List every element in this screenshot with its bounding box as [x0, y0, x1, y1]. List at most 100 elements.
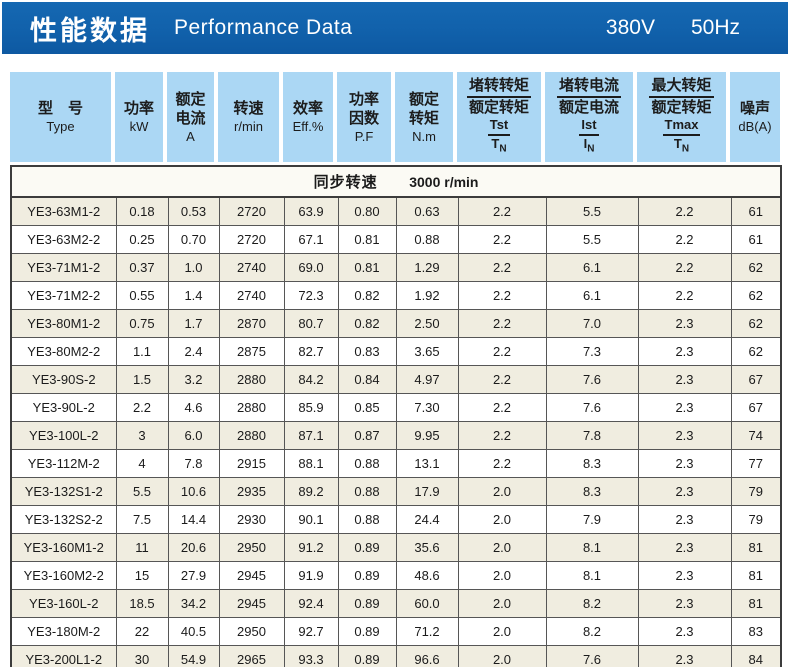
model-cell: YE3-200L1-2 [10, 645, 117, 667]
table-row: YE3-90L-2 2.2 4.6 2880 85.9 0.85 7.30 2.2 7.6 2.3… [10, 393, 782, 422]
value-cell: 2935 [218, 477, 285, 506]
value-cell: 2.2 [637, 253, 732, 282]
col-header-type: 型 号 Type [10, 72, 115, 162]
model-cell: YE3-100L-2 [10, 421, 117, 450]
value-cell: 7.6 [545, 365, 639, 394]
value-cell: 2.2 [457, 421, 547, 450]
value-cell: 0.63 [395, 196, 459, 226]
value-cell: 92.7 [283, 617, 339, 646]
value-cell: 2.2 [457, 309, 547, 338]
value-cell: 2720 [218, 196, 285, 226]
value-cell: 8.1 [545, 533, 639, 562]
page-title-en: Performance Data [174, 16, 353, 39]
col-header-max-torque-ratio: 最大转矩 额定转矩 Tmax TN [637, 72, 730, 162]
value-cell: 81 [730, 561, 782, 590]
col-header-rated-current: 额定 电流 A [167, 72, 218, 162]
model-cell: YE3-180M-2 [10, 617, 117, 646]
value-cell: 2.0 [457, 477, 547, 506]
value-cell: 62 [730, 253, 782, 282]
col-header-rated-torque: 额定 转矩 N.m [395, 72, 457, 162]
model-cell: YE3-160M1-2 [10, 533, 117, 562]
value-cell: 67 [730, 365, 782, 394]
value-cell: 2.3 [637, 533, 732, 562]
value-cell: 8.1 [545, 561, 639, 590]
value-cell: 7.9 [545, 505, 639, 534]
model-cell: YE3-63M1-2 [10, 196, 117, 226]
model-cell: YE3-132S1-2 [10, 477, 117, 506]
value-cell: 7.3 [545, 337, 639, 366]
value-cell: 6.1 [545, 253, 639, 282]
value-cell: 2.2 [457, 449, 547, 478]
value-cell: 20.6 [167, 533, 220, 562]
value-cell: 84.2 [283, 365, 339, 394]
value-cell: 2740 [218, 281, 285, 310]
value-cell: 2875 [218, 337, 285, 366]
value-cell: 85.9 [283, 393, 339, 422]
value-cell: 2.2 [457, 253, 547, 282]
value-cell: 2.3 [637, 337, 732, 366]
model-cell: YE3-71M2-2 [10, 281, 117, 310]
synchronous-speed-row: 同步转速 3000 r/min [10, 165, 782, 198]
value-cell: 67 [730, 393, 782, 422]
table-row: YE3-112M-2 4 7.8 2915 88.1 0.88 13.1 2.2 8.3 2.3 7… [10, 449, 782, 478]
page-title-cn: 性能数据 [30, 15, 150, 46]
col-header-noise: 噪声 dB(A) [730, 72, 780, 162]
value-cell: 77 [730, 449, 782, 478]
value-cell: 4.6 [167, 393, 220, 422]
col-header-locked-rotor-torque-ratio: 堵转转矩 额定转矩 Tst TN [457, 72, 545, 162]
value-cell: 7.30 [395, 393, 459, 422]
ratings: 380V 50Hz [606, 16, 770, 40]
value-cell: 2.0 [457, 505, 547, 534]
value-cell: 7.6 [545, 645, 639, 667]
value-cell: 91.9 [283, 561, 339, 590]
table-row: YE3-63M2-2 0.25 0.70 2720 67.1 0.81 0.88 2.2 5.5… [10, 225, 782, 254]
value-cell: 6.1 [545, 281, 639, 310]
value-cell: 62 [730, 337, 782, 366]
data-table: 同步转速 3000 r/min YE3-63M1-2 0.18 0.53 2720 63… [10, 165, 783, 667]
value-cell: 2.3 [637, 309, 732, 338]
model-cell: YE3-90S-2 [10, 365, 117, 394]
table-row: YE3-90S-2 1.5 3.2 2880 84.2 0.84 4.97 2.2 7.6 2.3… [10, 365, 782, 394]
value-cell: 69.0 [283, 253, 339, 282]
value-cell: 0.88 [337, 449, 397, 478]
value-cell: 2950 [218, 533, 285, 562]
value-cell: 1.0 [167, 253, 220, 282]
table-row: YE3-132S1-2 5.5 10.6 2935 89.2 0.88 17.9 2.0 8.3… [10, 477, 782, 506]
value-cell: 2.3 [637, 365, 732, 394]
value-cell: 2870 [218, 309, 285, 338]
value-cell: 2.3 [637, 421, 732, 450]
value-cell: 2950 [218, 617, 285, 646]
value-cell: 87.1 [283, 421, 339, 450]
value-cell: 1.5 [115, 365, 169, 394]
voltage-label: 380V [605, 16, 655, 39]
value-cell: 62 [730, 281, 782, 310]
value-cell: 4.97 [395, 365, 459, 394]
value-cell: 7.8 [167, 449, 220, 478]
synchronous-speed-label: 同步转速 [313, 174, 378, 191]
table-header-row: 型 号 Type 功率 kW 额定 电流 A 转速 r/min 效率 Eff.%… [10, 72, 780, 162]
table-row: YE3-160M2-2 15 27.9 2945 91.9 0.89 48.6 2.0 8.1 2… [10, 561, 782, 590]
value-cell: 0.87 [337, 421, 397, 450]
value-cell: 2.0 [457, 533, 547, 562]
value-cell: 79 [730, 477, 782, 506]
performance-table: 型 号 Type 功率 kW 额定 电流 A 转速 r/min 效率 Eff.%… [10, 72, 783, 667]
value-cell: 2.2 [637, 225, 732, 254]
value-cell: 2.3 [637, 477, 732, 506]
table-row: YE3-80M1-2 0.75 1.7 2870 80.7 0.82 2.50 2.2 7.0 2… [10, 309, 782, 338]
value-cell: 0.18 [115, 196, 169, 226]
value-cell: 3.2 [167, 365, 220, 394]
title-bar: 性能数据 Performance Data 380V 50Hz [2, 2, 788, 54]
value-cell: 0.89 [337, 533, 397, 562]
value-cell: 2.2 [457, 393, 547, 422]
value-cell: 2.2 [637, 196, 732, 226]
value-cell: 14.4 [167, 505, 220, 534]
col-header-speed: 转速 r/min [218, 72, 283, 162]
value-cell: 88.1 [283, 449, 339, 478]
value-cell: 10.6 [167, 477, 220, 506]
value-cell: 2.3 [637, 449, 732, 478]
value-cell: 67.1 [283, 225, 339, 254]
value-cell: 17.9 [395, 477, 459, 506]
value-cell: 2.0 [457, 589, 547, 618]
value-cell: 89.2 [283, 477, 339, 506]
value-cell: 7.8 [545, 421, 639, 450]
